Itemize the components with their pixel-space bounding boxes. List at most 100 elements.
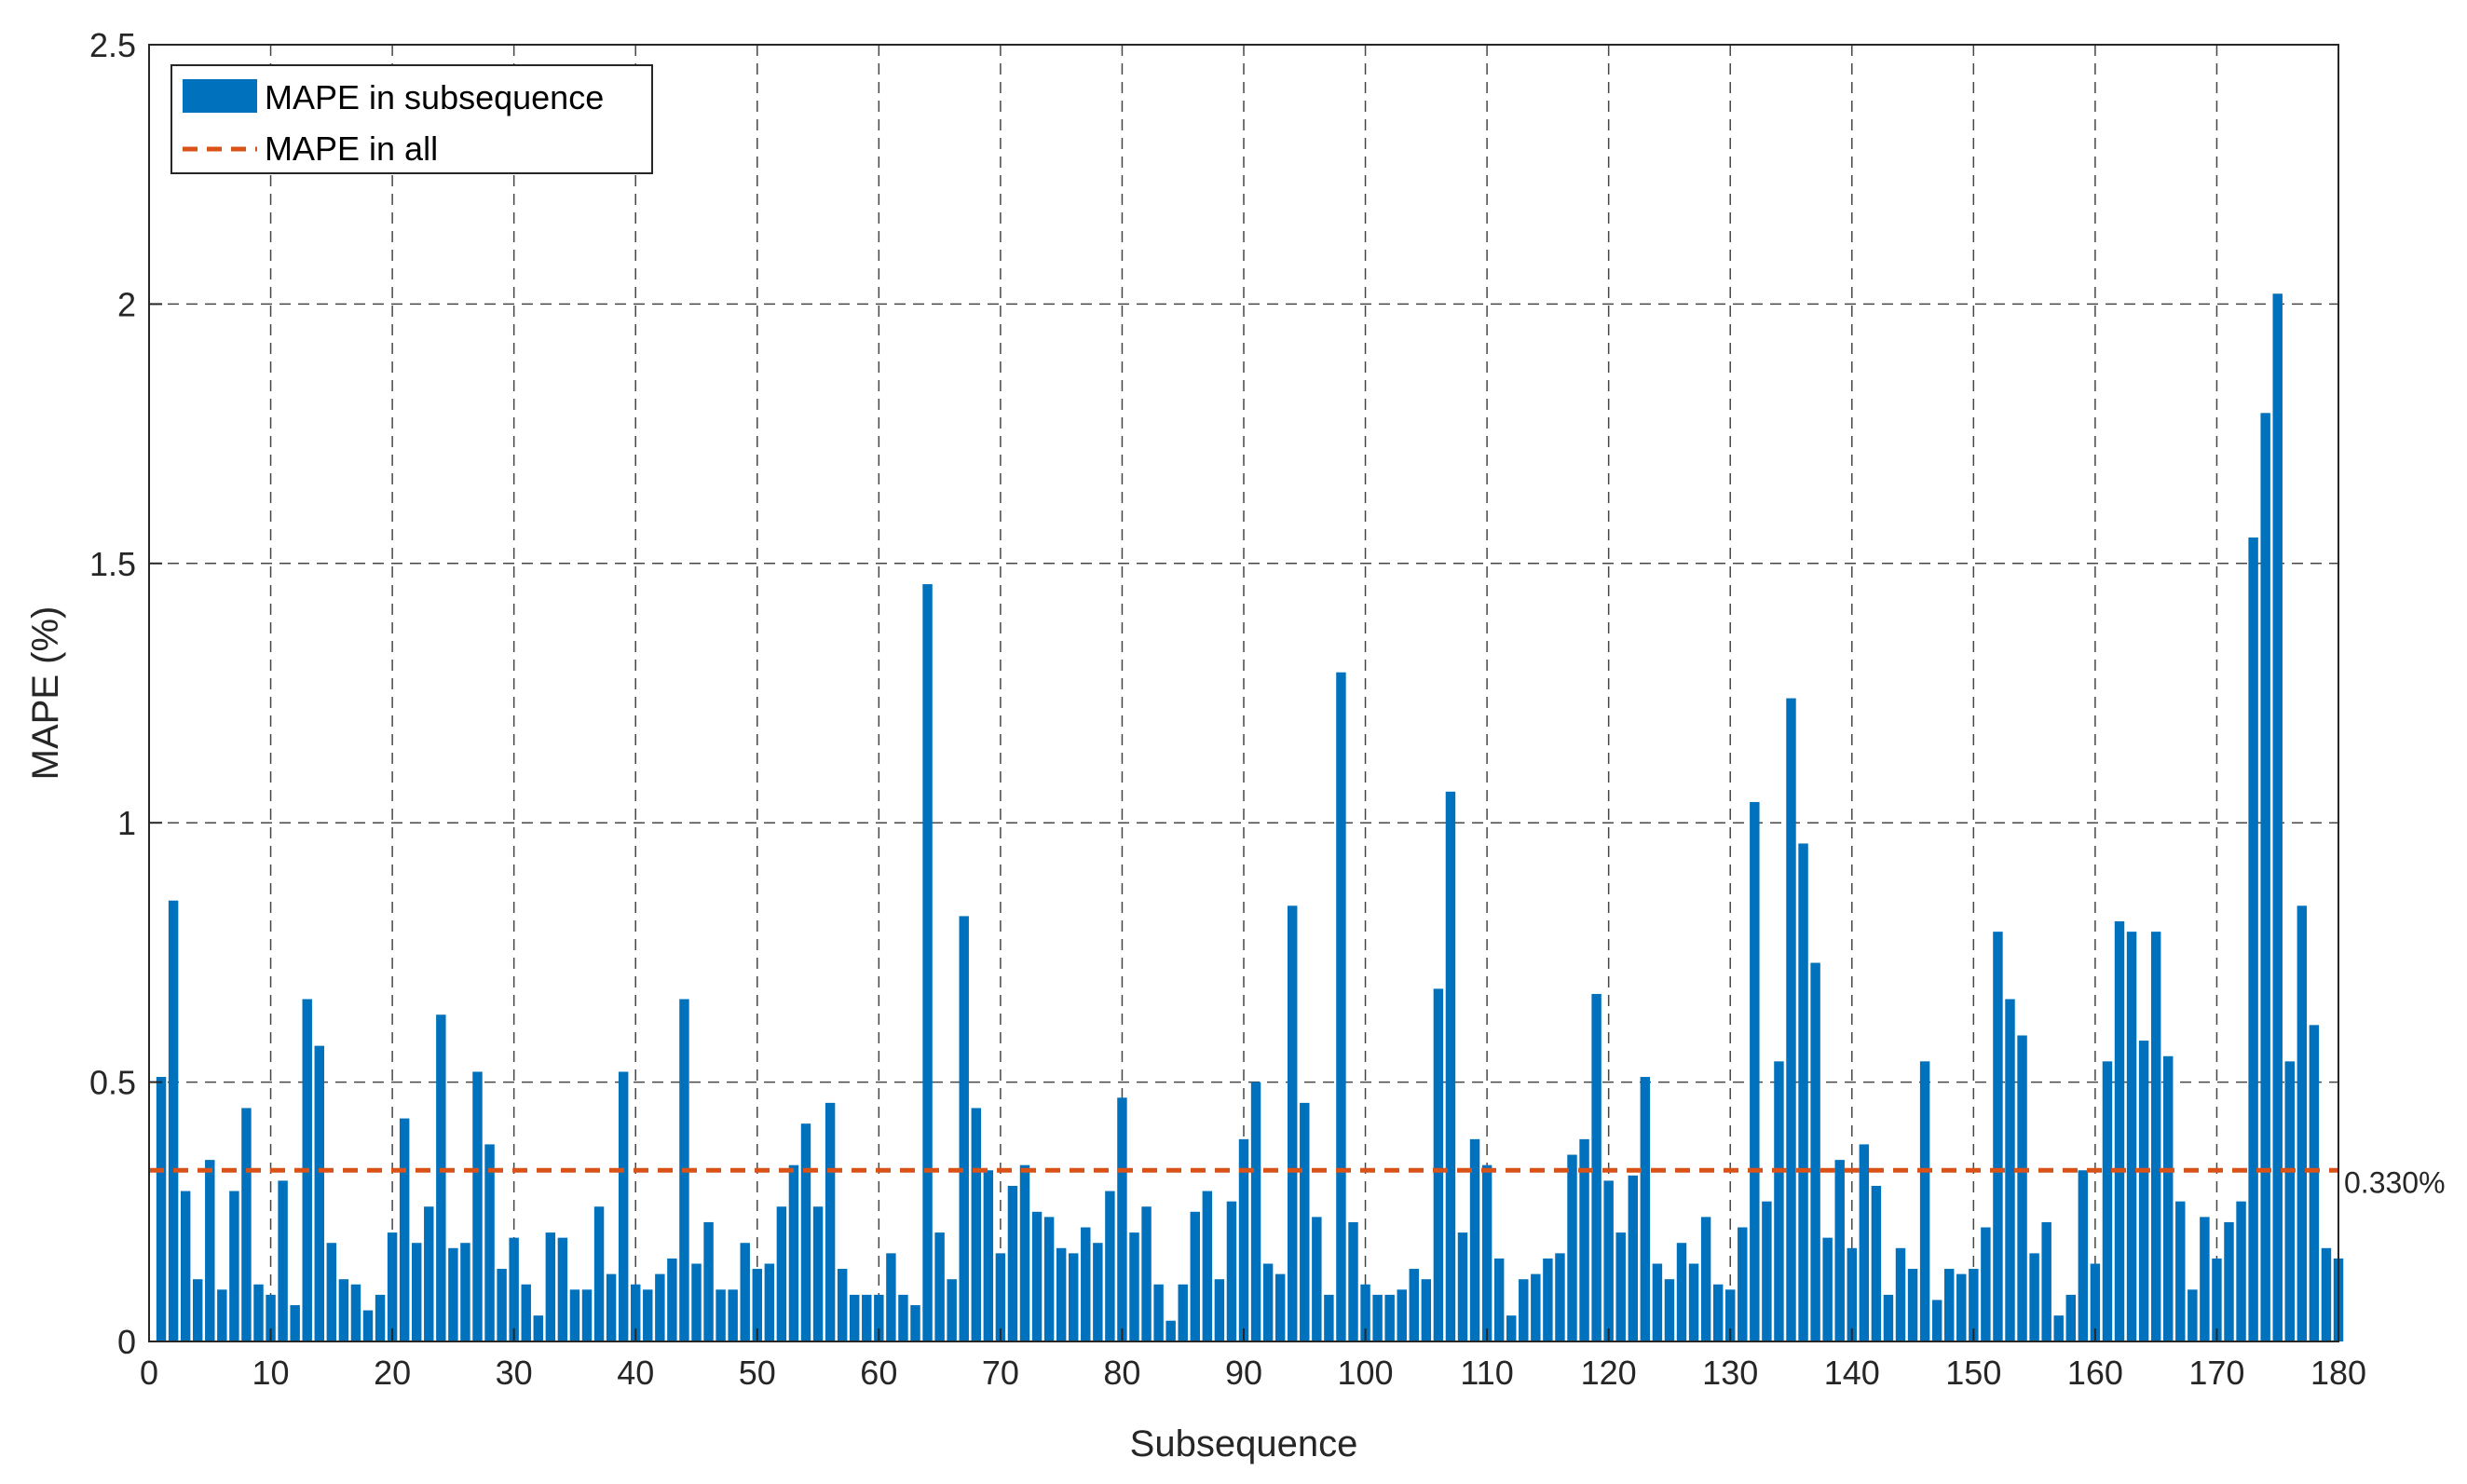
bar: [1043, 1217, 1055, 1341]
bar: [375, 1294, 386, 1341]
bar: [241, 1108, 252, 1341]
bar: [460, 1243, 470, 1341]
bar: [1153, 1284, 1164, 1341]
bar: [606, 1273, 617, 1341]
legend-label-subsequence: MAPE in subsequence: [265, 78, 604, 116]
bar: [1274, 1273, 1286, 1341]
bar: [229, 1191, 239, 1341]
bar: [1214, 1279, 1225, 1341]
bar: [1226, 1201, 1237, 1341]
bar: [217, 1289, 227, 1341]
bar: [691, 1263, 702, 1341]
bar: [1859, 1144, 1870, 1341]
x-tick-label: 40: [617, 1354, 654, 1392]
bar: [278, 1180, 288, 1341]
bar: [1931, 1300, 1942, 1341]
bar: [898, 1294, 908, 1341]
bar: [2163, 1055, 2174, 1341]
bar: [2102, 1061, 2113, 1341]
bar: [874, 1294, 884, 1341]
x-tick-label: 100: [1338, 1354, 1394, 1392]
bar: [387, 1232, 398, 1341]
bar: [800, 1123, 811, 1341]
x-tick-label: 90: [1225, 1354, 1262, 1392]
bar: [1798, 843, 1808, 1341]
bar: [180, 1191, 191, 1341]
bar: [922, 584, 933, 1341]
bar: [593, 1206, 605, 1341]
bar: [448, 1247, 458, 1341]
bar: [1531, 1273, 1541, 1341]
x-tick-label: 110: [1460, 1354, 1513, 1392]
bar: [569, 1289, 580, 1341]
bar: [2248, 537, 2258, 1341]
bar: [1433, 988, 1444, 1341]
bar: [2321, 1247, 2332, 1341]
bar: [2150, 932, 2161, 1341]
bar: [1288, 905, 1298, 1341]
bar: [1457, 1232, 1468, 1341]
bar: [2224, 1221, 2234, 1341]
bar: [1834, 1160, 1845, 1341]
bar: [2236, 1201, 2246, 1341]
bar: [1579, 1138, 1589, 1341]
bar: [1360, 1284, 1370, 1341]
bar: [2260, 413, 2270, 1341]
bar: [424, 1206, 434, 1341]
bar: [2212, 1258, 2222, 1341]
bar: [1190, 1211, 1200, 1341]
bar: [728, 1289, 738, 1341]
legend-label-all: MAPE in all: [265, 129, 438, 168]
bar: [1615, 1232, 1626, 1341]
bar: [1372, 1294, 1383, 1341]
bar: [618, 1071, 629, 1341]
reference-line-label: 0.330%: [2344, 1165, 2446, 1199]
bar: [1774, 1061, 1784, 1341]
bar: [1445, 791, 1456, 1341]
bar: [2053, 1315, 2064, 1341]
bar: [1105, 1191, 1115, 1341]
bar: [557, 1237, 568, 1341]
bar: [338, 1279, 349, 1341]
x-tick-label: 130: [1702, 1354, 1758, 1392]
x-tick-label: 60: [860, 1354, 897, 1392]
bar: [1871, 1185, 1882, 1341]
bar: [959, 916, 969, 1341]
y-tick-label: 1.5: [89, 545, 136, 583]
bar: [2078, 1170, 2089, 1341]
bar: [716, 1289, 726, 1341]
x-tick-label: 10: [252, 1354, 290, 1392]
bar: [362, 1310, 374, 1341]
bar: [509, 1237, 519, 1341]
bar: [2114, 920, 2125, 1341]
bar: [472, 1071, 483, 1341]
bar: [156, 1077, 167, 1341]
bar: [205, 1160, 215, 1341]
bar: [1469, 1138, 1480, 1341]
bar: [1481, 1164, 1492, 1341]
bar: [2188, 1289, 2198, 1341]
bar: [1178, 1284, 1188, 1341]
bar: [2175, 1201, 2186, 1341]
bar: [1738, 1227, 1748, 1341]
bar: [1031, 1211, 1043, 1341]
bar: [1093, 1243, 1103, 1341]
bar: [399, 1118, 410, 1341]
bar: [1081, 1227, 1091, 1341]
bar: [788, 1164, 799, 1341]
x-tick-label: 70: [982, 1354, 1019, 1392]
bar: [1969, 1269, 1979, 1341]
bar: [655, 1273, 665, 1341]
bar: [314, 1045, 324, 1341]
x-tick-label: 80: [1103, 1354, 1140, 1392]
bar: [2297, 905, 2308, 1341]
bar: [2126, 932, 2137, 1341]
bar: [1567, 1154, 1577, 1341]
bar: [2041, 1221, 2051, 1341]
x-tick-label: 120: [1581, 1354, 1637, 1392]
bar: [1019, 1164, 1030, 1341]
bar: [2200, 1217, 2210, 1341]
bar: [545, 1232, 556, 1341]
bar: [1603, 1180, 1614, 1341]
